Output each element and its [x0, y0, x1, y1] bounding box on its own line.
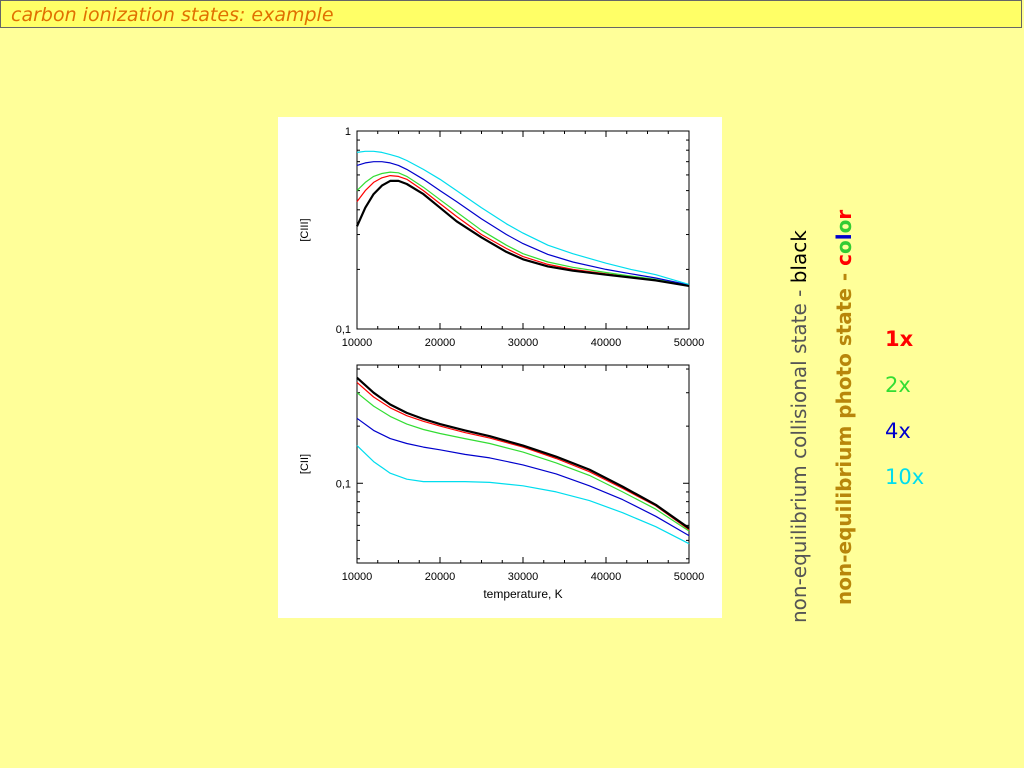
legend-item-2x: 2x	[885, 373, 911, 397]
series-line	[356, 392, 690, 532]
photo-state-label-color-word: color	[832, 210, 856, 266]
x-tick-label: 50000	[674, 571, 705, 583]
y-tick-label: 0,1	[336, 324, 351, 336]
color-word-letter: o	[832, 240, 856, 254]
plot-frame	[356, 364, 690, 564]
x-tick-label: 10000	[342, 571, 373, 583]
legend-item-4x: 4x	[885, 419, 911, 443]
legend-item-1x: 1x	[885, 327, 914, 351]
photo-state-label-text: non-equilibrium photo state -	[832, 265, 856, 605]
series-line	[356, 174, 690, 286]
series-line	[356, 445, 690, 545]
legend-item-10x: 10x	[885, 465, 925, 489]
photo-state-label: non-equilibrium photo state - color	[832, 210, 856, 605]
x-tick-label: 30000	[508, 571, 539, 583]
series-line	[356, 161, 690, 286]
collisional-state-label-black: black	[787, 230, 811, 284]
x-axis-label: temperature, K	[483, 587, 562, 601]
chart-svg: 10000 20000 30000 40000 50000 0,1 1 [CIII] 10000…	[299, 126, 705, 601]
collisional-state-label-text: non-equilibrium collisional state -	[787, 283, 811, 623]
y-tick-label: 1	[345, 126, 351, 138]
y-tick-label: 0,1	[336, 478, 351, 490]
color-word-letter: o	[832, 219, 856, 234]
series-line	[356, 417, 690, 537]
chart-figure: 10000 20000 30000 40000 50000 0,1 1 [CIII] 10000…	[278, 117, 722, 618]
color-word-letter: c	[832, 253, 856, 266]
color-word-letter: r	[832, 209, 856, 220]
series-line	[356, 150, 690, 285]
slide-title: carbon ionization states: example	[11, 4, 334, 26]
series-line	[356, 381, 690, 531]
x-tick-label: 40000	[591, 337, 622, 349]
y-axis-label: [CII]	[299, 454, 311, 474]
color-word-letter: l	[832, 233, 856, 241]
series-line	[356, 376, 690, 530]
x-tick-label: 30000	[508, 337, 539, 349]
x-tick-label: 10000	[342, 337, 373, 349]
y-axis-label: [CIII]	[299, 218, 311, 241]
series-line	[356, 171, 690, 286]
series-line	[355, 179, 690, 287]
collisional-state-label: non-equilibrium collisional state - blac…	[787, 230, 811, 623]
slide-title-bar: carbon ionization states: example	[0, 0, 1022, 28]
x-tick-label: 40000	[591, 571, 622, 583]
x-tick-label: 20000	[425, 337, 456, 349]
x-tick-label: 20000	[425, 571, 456, 583]
x-tick-label: 50000	[674, 337, 705, 349]
